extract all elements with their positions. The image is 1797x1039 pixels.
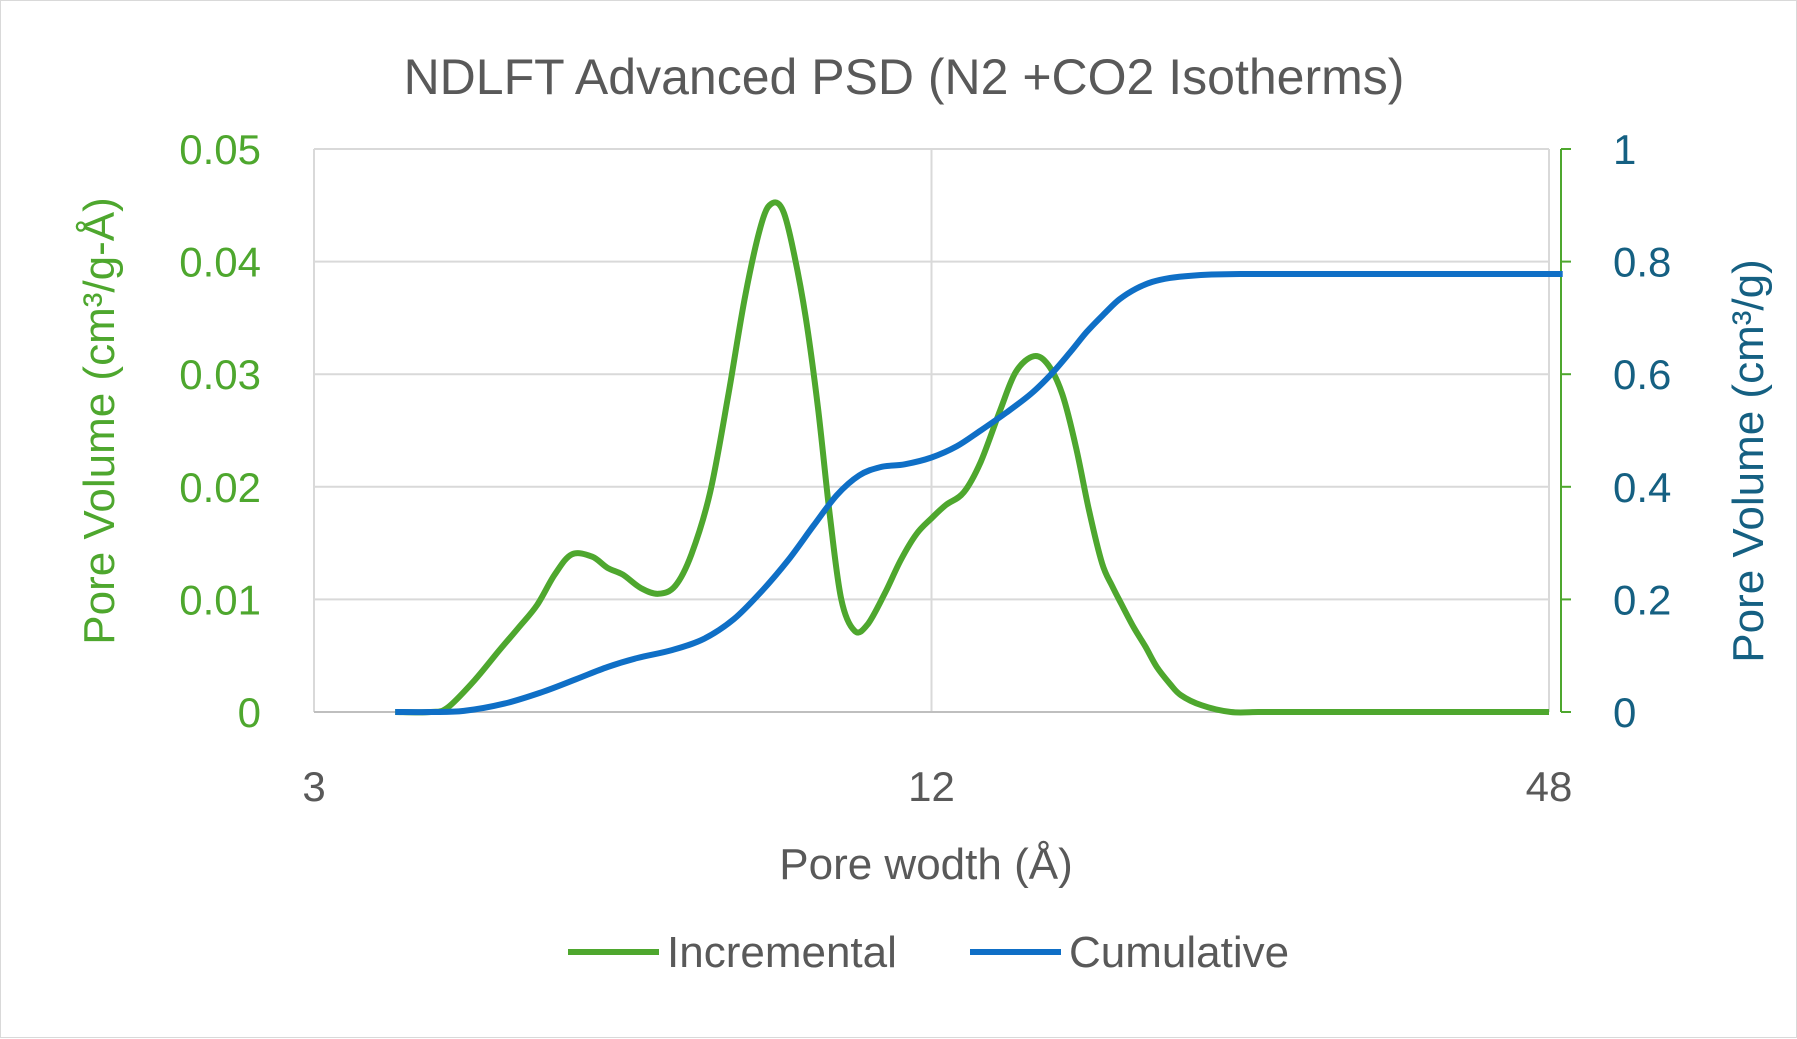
gridlines	[313, 148, 1550, 712]
legend-label-incremental: Incremental	[667, 928, 897, 977]
right-axis-ticks: 0 0.2 0.4 0.6 0.8 1	[1613, 126, 1671, 736]
right-tick-label: 0	[1613, 689, 1636, 736]
legend: Incremental Cumulative	[568, 928, 1289, 977]
x-tick-label: 3	[302, 763, 325, 810]
x-tick-label: 12	[908, 763, 955, 810]
right-tick-label: 1	[1613, 126, 1636, 173]
left-tick-label: 0.03	[179, 351, 261, 398]
left-tick-label: 0	[238, 689, 261, 736]
right-axis-title: Pore Volume (cm³/g)	[1724, 259, 1773, 662]
x-tick-label: 48	[1526, 763, 1573, 810]
series-line-incremental	[395, 199, 1549, 716]
right-tick-label: 0.2	[1613, 576, 1671, 623]
series-line-cumulative	[395, 270, 1563, 716]
left-axis-title: Pore Volume (cm³/g-Å)	[75, 197, 124, 644]
x-axis-title: Pore wodth (Å)	[779, 840, 1072, 889]
left-tick-label: 0.05	[179, 126, 261, 173]
left-tick-label: 0.04	[179, 239, 261, 286]
right-tick-label: 0.8	[1613, 239, 1671, 286]
x-axis-ticks: 3 12 48	[302, 763, 1572, 810]
left-axis-ticks: 0 0.01 0.02 0.03 0.04 0.05	[179, 126, 261, 736]
chart-title: NDLFT Advanced PSD (N2 +CO2 Isotherms)	[404, 49, 1405, 105]
series-lines	[395, 199, 1563, 716]
right-tick-label: 0.4	[1613, 464, 1671, 511]
legend-label-cumulative: Cumulative	[1069, 928, 1289, 977]
left-tick-label: 0.02	[179, 464, 261, 511]
axes	[314, 148, 1571, 713]
right-tick-label: 0.6	[1613, 351, 1671, 398]
left-tick-label: 0.01	[179, 576, 261, 623]
